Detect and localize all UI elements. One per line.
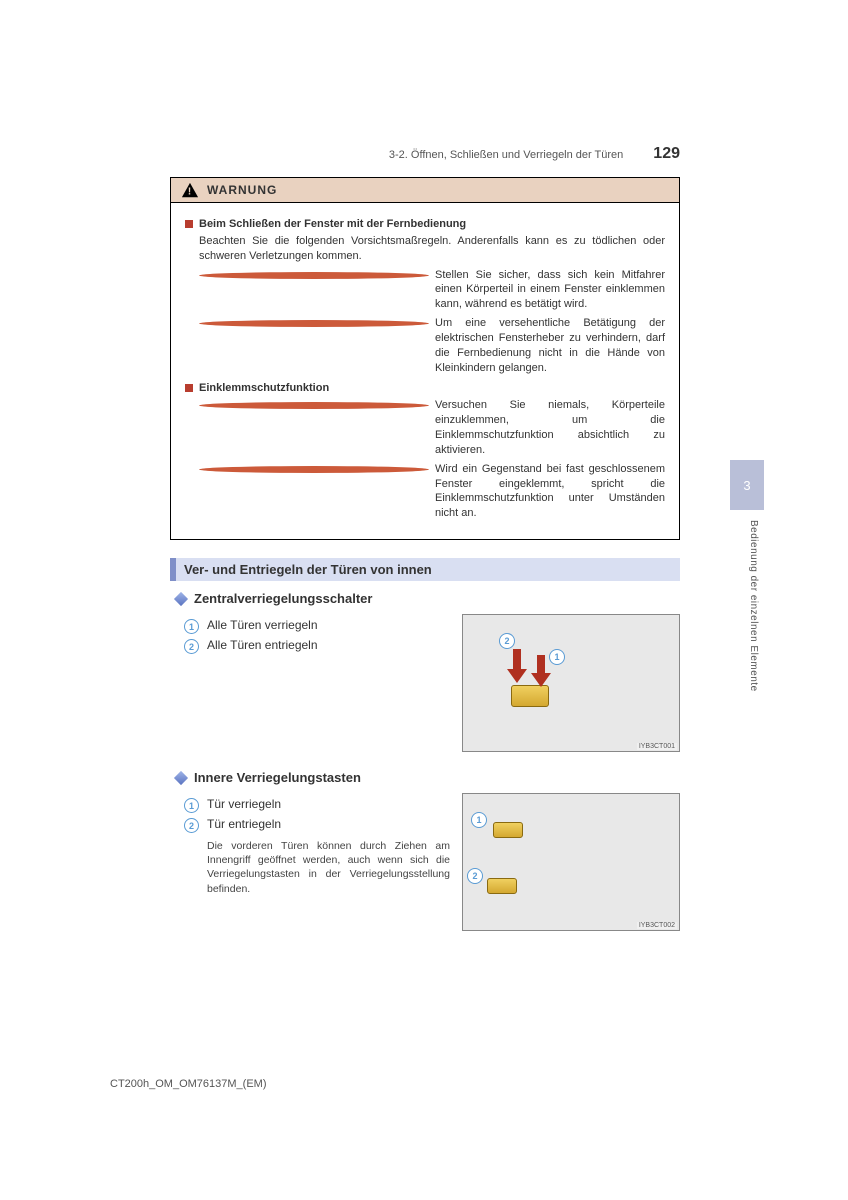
figure-callout: 2 [467,868,483,884]
warning-title: WARNUNG [207,183,277,197]
text-column: 1 Tür verriegeln 2 Tür entriegeln Die vo… [184,793,450,931]
bullet-dot-icon [199,402,429,409]
item-text: Alle Türen entriegeln [207,638,318,652]
diamond-icon [174,770,188,784]
warning-subheading: Einklemmschutzfunktion [185,381,665,396]
warning-bullet: Um eine versehentliche Betätigung der el… [199,316,665,375]
chapter-tab: 3 [730,460,764,510]
square-marker-icon [185,384,193,392]
chapter-tab-label: Bedienung der einzelnen Elemente [748,520,759,692]
subsection-title: Zentralverriegelungsschalter [194,591,372,606]
figure-illustration: 1 2 IYB3CT002 [462,793,680,931]
item-text: Tür verriegeln [207,797,281,811]
subsection-content: 1 Alle Türen verriegeln 2 Alle Türen ent… [184,614,680,752]
circled-number-icon: 1 [184,619,199,634]
numbered-item: 1 Tür verriegeln [184,797,450,813]
figure-callout: 2 [499,633,515,649]
highlight-block [493,822,523,838]
figure-code: IYB3CT002 [637,922,677,929]
warning-bullet: Versuchen Sie niemals, Körperteile einzu… [199,398,665,457]
warning-bullet: Stellen Sie sicher, dass sich kein Mitfa… [199,268,665,313]
figure-illustration: 2 1 IYB3CT001 [462,614,680,752]
numbered-item: 2 Alle Türen entriegeln [184,638,450,654]
figure-callout: 1 [471,812,487,828]
bullet-dot-icon [199,466,429,473]
warning-header: ! WARNUNG [171,178,679,203]
svg-text:!: ! [188,187,192,198]
warning-body: Beim Schließen der Fenster mit der Fernb… [171,203,679,539]
section-title: Ver- und Entriegeln der Türen von innen [184,562,432,577]
numbered-item: 1 Alle Türen verriegeln [184,618,450,634]
subsection-heading: Innere Verriegelungstasten [176,770,680,785]
warning-subheading: Beim Schließen der Fenster mit der Fernb… [185,217,665,232]
chapter-reference: 3-2. Öffnen, Schließen und Verriegeln de… [389,149,623,161]
item-text: Alle Türen verriegeln [207,618,318,632]
subsection-title: Innere Verriegelungstasten [194,770,361,785]
chapter-tab-number: 3 [743,478,750,493]
numbered-item: 2 Tür entriegeln [184,817,450,833]
page-number: 129 [653,145,680,163]
warning-bullet: Wird ein Gegenstand bei fast geschlossen… [199,462,665,521]
bullet-dot-icon [199,272,429,279]
highlight-block [487,878,517,894]
subsection-note: Die vorderen Türen können durch Ziehen a… [207,839,450,896]
page-header: 3-2. Öffnen, Schließen und Verriegeln de… [170,145,680,163]
warning-box: ! WARNUNG Beim Schließen der Fenster mit… [170,177,680,540]
diamond-icon [174,591,188,605]
warning-intro: Beachten Sie die folgenden Vorsichtsmaßr… [199,234,665,264]
bullet-text: Stellen Sie sicher, dass sich kein Mitfa… [435,268,665,313]
text-column: 1 Alle Türen verriegeln 2 Alle Türen ent… [184,614,450,752]
warning-subheading-text: Einklemmschutzfunktion [199,381,329,396]
square-marker-icon [185,220,193,228]
manual-page: 3-2. Öffnen, Schließen und Verriegeln de… [170,145,680,949]
circled-number-icon: 2 [184,818,199,833]
bullet-text: Um eine versehentliche Betätigung der el… [435,316,665,375]
bullet-text: Versuchen Sie niemals, Körperteile einzu… [435,398,665,457]
document-footer: CT200h_OM_OM76137M_(EM) [110,1078,267,1090]
warning-subheading-text: Beim Schließen der Fenster mit der Fernb… [199,217,466,232]
warning-triangle-icon: ! [181,182,199,198]
bullet-dot-icon [199,320,429,327]
circled-number-icon: 2 [184,639,199,654]
arrow-icon [507,649,557,689]
subsection-content: 1 Tür verriegeln 2 Tür entriegeln Die vo… [184,793,680,931]
circled-number-icon: 1 [184,798,199,813]
subsection-heading: Zentralverriegelungsschalter [176,591,680,606]
item-text: Tür entriegeln [207,817,281,831]
bullet-text: Wird ein Gegenstand bei fast geschlossen… [435,462,665,521]
section-title-bar: Ver- und Entriegeln der Türen von innen [170,558,680,581]
figure-code: IYB3CT001 [637,743,677,750]
